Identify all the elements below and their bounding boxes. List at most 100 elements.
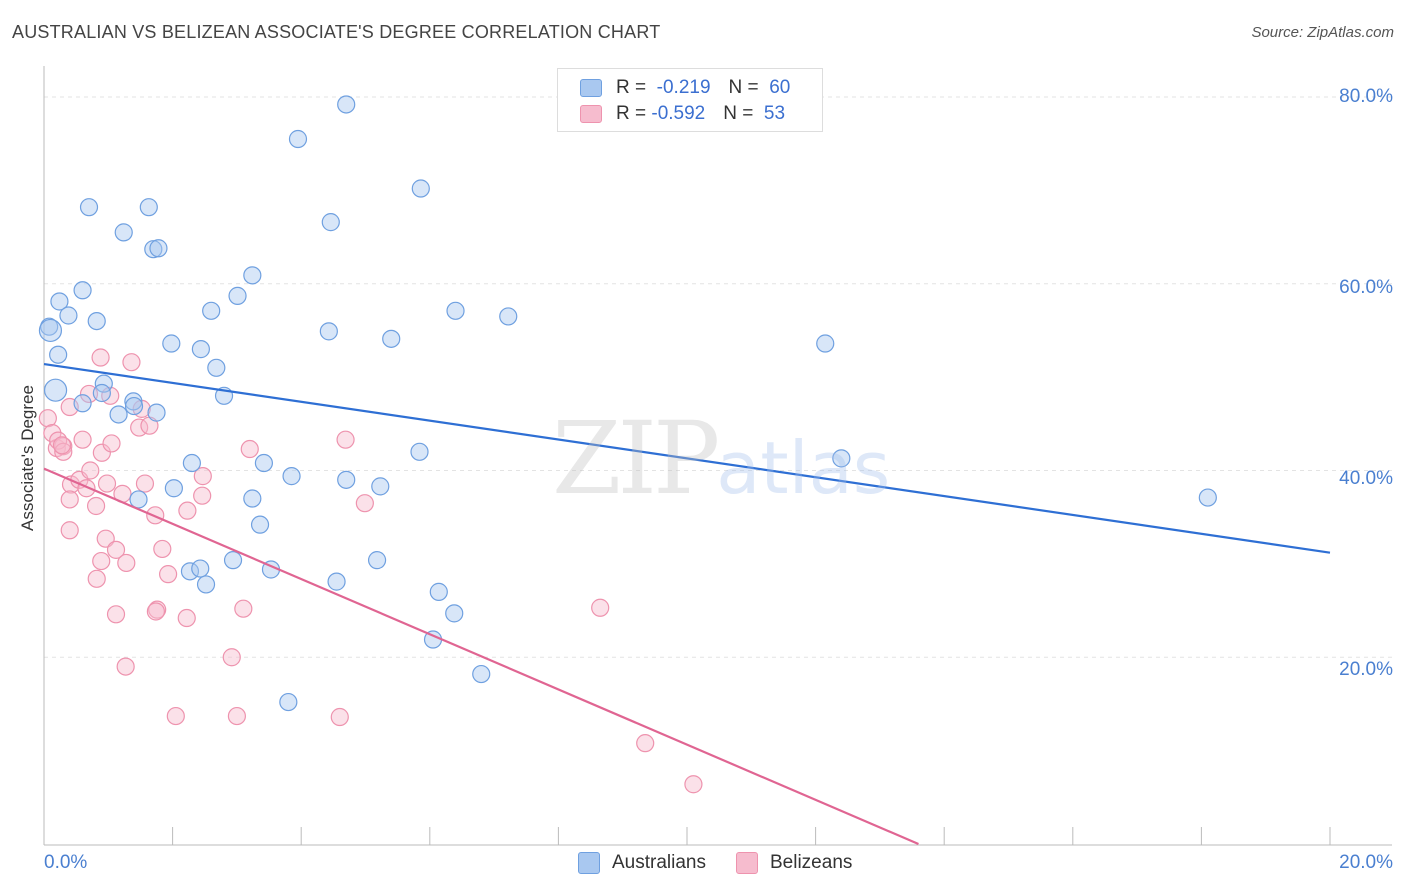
belizeans-point: [87, 569, 106, 588]
australians-point: [59, 306, 78, 325]
australians-point: [367, 551, 387, 570]
belizeans-point: [92, 443, 111, 462]
belizeans-point: [54, 442, 73, 461]
australians-point: [50, 292, 69, 311]
legend-item-australians[interactable]: Australians: [578, 852, 706, 874]
belizeans-point: [166, 706, 185, 726]
belizeans-point: [146, 602, 165, 621]
belizeans-point: [60, 490, 79, 509]
australians-point: [337, 470, 356, 489]
belizeans-point: [106, 540, 126, 559]
australians-point: [321, 213, 340, 232]
australians-point: [243, 266, 262, 285]
australians-point: [49, 345, 68, 364]
y-tick-20: 20.0%: [1339, 659, 1393, 680]
zipatlas-watermark: ZIPatlas: [552, 400, 890, 517]
belizeans-point: [330, 707, 349, 727]
belizeans-point: [116, 657, 135, 676]
belizeans-point: [91, 348, 110, 367]
australians-point: [147, 403, 166, 422]
australians-point: [446, 301, 465, 320]
belizeans-r-value: -0.592: [651, 103, 706, 124]
belizeans-point: [38, 409, 57, 428]
australians-point: [129, 490, 148, 509]
australians-point: [832, 449, 851, 468]
australians-point: [337, 95, 356, 114]
belizeans-point: [227, 706, 246, 726]
belizeans-point: [355, 494, 374, 513]
belizeans-trendline: [43, 467, 919, 846]
source-label: Source: ZipAtlas.com: [1251, 24, 1394, 41]
australians-point: [124, 392, 143, 411]
belizeans-point: [135, 474, 155, 493]
legend-row-australians: R = -0.219 N = 60: [580, 77, 790, 99]
belizeans-point: [193, 486, 212, 505]
australians-point: [207, 358, 226, 377]
australians-point: [182, 453, 201, 473]
australians-point: [73, 281, 92, 300]
belizeans-swatch: [580, 105, 602, 123]
australians-point: [124, 396, 144, 416]
australians-legend-swatch: [578, 852, 600, 874]
australians-point: [254, 453, 274, 473]
belizeans-n-value: 53: [763, 103, 786, 124]
belizeans-point: [102, 434, 121, 453]
belizeans-point: [684, 775, 703, 794]
belizeans-point: [158, 565, 178, 584]
watermark-atlas: atlas: [716, 426, 891, 510]
legend-r-label: R =: [616, 77, 657, 98]
belizeans-point: [54, 437, 73, 456]
belizeans-point: [336, 430, 355, 449]
australians-point: [38, 318, 63, 343]
watermark-zip: ZIP: [552, 400, 720, 517]
axes: [43, 66, 1392, 846]
australians-point: [223, 551, 243, 570]
australians-point: [288, 129, 308, 149]
australians-point: [191, 340, 210, 359]
stats-legend: R = -0.219 N = 60 R = -0.592 N = 53: [557, 68, 823, 132]
australians-point: [196, 575, 216, 594]
belizeans-point: [177, 608, 196, 628]
australians-point: [73, 394, 92, 413]
australians-point: [429, 582, 448, 601]
belizeans-point: [60, 521, 79, 540]
australians-trendline: [43, 362, 1331, 554]
legend-r-label: R =: [616, 103, 652, 124]
australians-legend-label: Australians: [612, 852, 706, 873]
y-tick-60: 60.0%: [1339, 277, 1393, 298]
australians-point: [445, 604, 464, 623]
belizeans-point: [153, 539, 172, 559]
belizeans-legend-label: Belizeans: [770, 852, 853, 873]
belizeans-point: [240, 439, 259, 459]
legend-n-label: N =: [728, 77, 770, 98]
australians-point: [371, 477, 390, 496]
belizeans-point: [636, 734, 655, 753]
belizeans-point: [117, 553, 136, 573]
australians-point: [499, 307, 518, 326]
series-legend: Australians Belizeans: [578, 852, 882, 874]
belizeans-point: [106, 605, 126, 624]
australians-r-value: -0.219: [656, 77, 711, 98]
australians-point: [162, 334, 181, 353]
australians-point: [109, 405, 128, 424]
australians-point: [202, 301, 221, 320]
belizeans-point: [97, 474, 117, 493]
australians-point: [472, 664, 491, 684]
australians-point: [164, 479, 183, 498]
belizeans-point: [234, 599, 253, 618]
australians-point: [144, 240, 163, 259]
australians-point: [243, 489, 262, 508]
australians-point: [139, 198, 158, 217]
australians-point: [92, 383, 111, 403]
legend-item-belizeans[interactable]: Belizeans: [736, 852, 852, 874]
australians-swatch: [580, 79, 602, 97]
belizeans-point: [79, 384, 99, 404]
australians-point: [87, 312, 106, 331]
chart-title: AUSTRALIAN VS BELIZEAN ASSOCIATE'S DEGRE…: [12, 22, 661, 42]
australians-points: [38, 95, 1217, 712]
australians-point: [382, 329, 401, 348]
trendlines: [43, 362, 1331, 846]
australians-point: [279, 692, 298, 712]
y-tick-40: 40.0%: [1339, 468, 1393, 489]
belizeans-legend-swatch: [736, 852, 758, 874]
